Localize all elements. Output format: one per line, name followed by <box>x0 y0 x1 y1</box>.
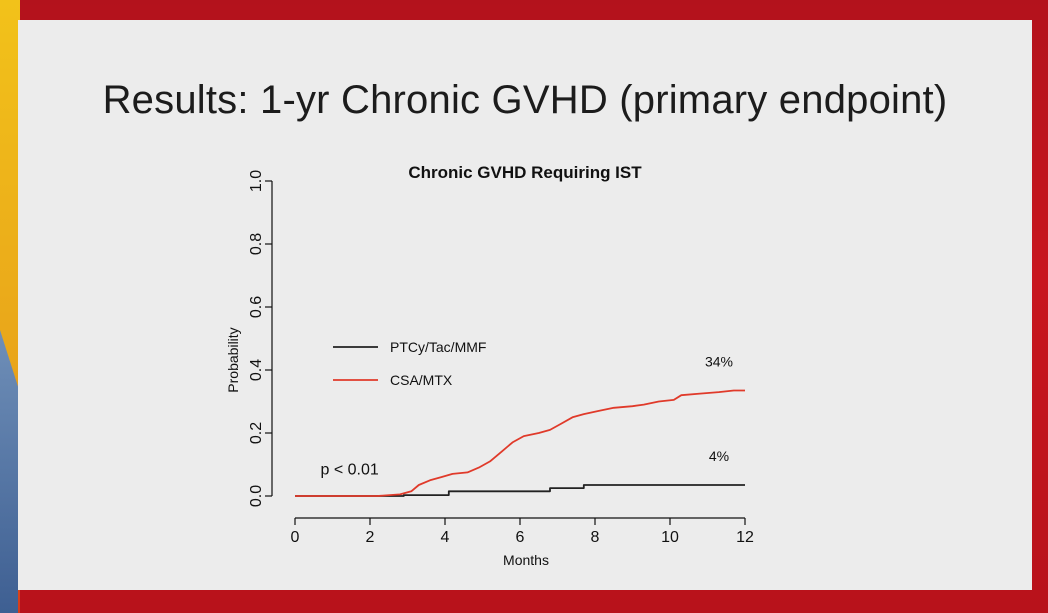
y-tick-label: 0.0 <box>248 485 265 507</box>
series-line-1 <box>295 484 745 497</box>
y-tick-label: 1.0 <box>248 170 265 192</box>
x-tick-label: 6 <box>516 529 525 546</box>
legend-label-2: CSA/MTX <box>390 372 453 388</box>
y-tick-label: 0.4 <box>248 359 265 381</box>
x-tick-label: 4 <box>441 529 450 546</box>
chart-annotations: p < 0.01 <box>321 462 379 479</box>
chart-axes: 0 2 4 6 8 10 12 0.0 0.2 0.4 0.6 0.8 1.0 <box>248 170 754 546</box>
decorative-blue-strip <box>0 330 18 613</box>
chart-legend: PTCy/Tac/MMF CSA/MTX <box>333 339 486 388</box>
series-end-label-2: 34% <box>705 353 733 369</box>
x-tick-label: 12 <box>736 529 754 546</box>
series-end-label-1: 4% <box>709 448 729 464</box>
series-line-2 <box>295 389 745 497</box>
chart-title: Chronic GVHD Requiring IST <box>408 163 642 182</box>
y-axis-label: Probability <box>225 327 241 392</box>
km-chart: Chronic GVHD Requiring IST 0 2 4 6 8 10 120.00… <box>225 163 754 568</box>
y-tick-label: 0.2 <box>248 422 265 444</box>
annotation-1: p < 0.01 <box>321 462 379 479</box>
x-tick-label: 0 <box>291 529 300 546</box>
x-tick-label: 10 <box>661 529 679 546</box>
slide-title: Results: 1-yr Chronic GVHD (primary endp… <box>102 78 948 122</box>
y-tick-label: 0.6 <box>248 296 265 318</box>
x-tick-label: 2 <box>366 529 375 546</box>
y-tick-label: 0.8 <box>248 233 265 255</box>
x-tick-label: 8 <box>591 529 600 546</box>
chart-series: 4% 34% <box>295 353 745 497</box>
slide-panel: Results: 1-yr Chronic GVHD (primary endp… <box>18 20 1032 590</box>
legend-label-1: PTCy/Tac/MMF <box>390 339 486 355</box>
x-axis-label: Months <box>503 552 549 568</box>
